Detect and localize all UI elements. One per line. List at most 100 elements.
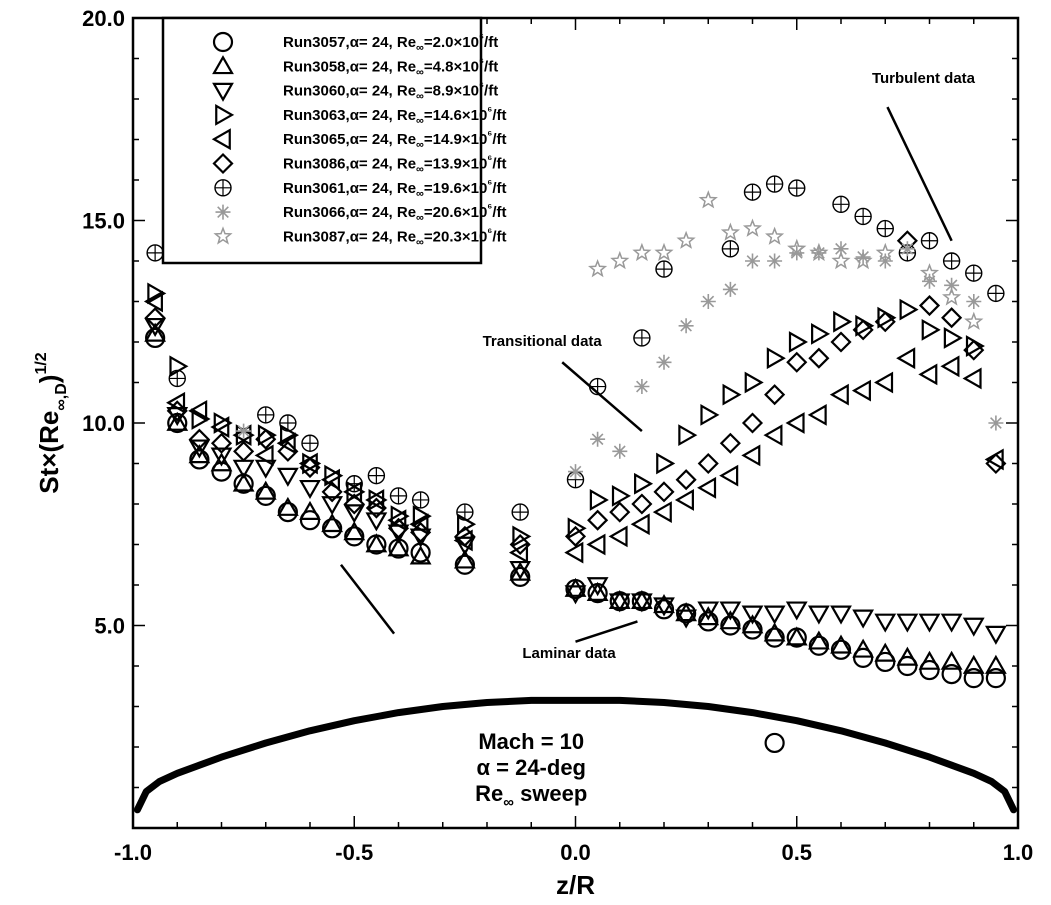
data-point (508, 541, 529, 564)
x-tick-label: 1.0 (1003, 840, 1034, 865)
annotation-leader-line (886, 106, 953, 242)
data-point (700, 404, 720, 426)
legend-entry: Run3087,α= 24, Re∞=20.3×10⁶/ft (213, 226, 507, 248)
data-point (944, 277, 960, 293)
data-point (634, 379, 650, 394)
data-point (719, 464, 739, 487)
data-point (322, 518, 343, 539)
data-point (678, 318, 694, 334)
data-point (921, 318, 941, 341)
data-point (656, 452, 676, 475)
legend-label: Run3060,α= 24, Re∞=8.9×10⁶/ft (283, 81, 498, 103)
data-point (853, 647, 874, 669)
data-point (919, 263, 940, 282)
data-point (830, 639, 852, 660)
data-point (899, 298, 919, 321)
data-point (940, 650, 963, 670)
data-point (509, 560, 532, 581)
data-point (166, 411, 189, 431)
data-point (719, 601, 742, 621)
data-point (409, 513, 429, 536)
series-2 (144, 322, 1007, 674)
data-point (279, 414, 297, 432)
data-point (655, 260, 673, 278)
data-point (721, 240, 740, 258)
data-point (764, 732, 785, 754)
data-point (785, 412, 805, 434)
data-point (807, 605, 830, 625)
legend-label: Run3066,α= 24, Re∞=20.6×10⁶/ft (283, 202, 507, 224)
data-point (509, 533, 531, 556)
data-point (875, 242, 895, 262)
data-point (741, 605, 764, 625)
data-point (808, 635, 829, 656)
data-point (409, 545, 432, 565)
data-point (785, 626, 808, 646)
legend-entry: Run3063,α= 24, Re∞=14.6×10⁶/ft (215, 104, 507, 127)
data-point (510, 566, 531, 588)
data-point (833, 310, 853, 333)
data-point (210, 447, 233, 467)
data-point (763, 622, 786, 642)
data-point (276, 432, 296, 455)
data-point (766, 347, 786, 370)
data-point (830, 331, 852, 353)
data-point (741, 614, 764, 634)
data-point (343, 504, 366, 524)
data-point (210, 452, 233, 472)
data-point (365, 512, 388, 532)
data-point (807, 404, 827, 426)
data-point (943, 327, 963, 349)
x-tick-label: -1.0 (114, 840, 152, 865)
data-point (257, 406, 275, 424)
data-point (454, 525, 476, 547)
data-point (255, 428, 277, 450)
data-point (940, 355, 960, 378)
flow-condition-line: α = 24-deg (476, 755, 586, 780)
data-point (324, 464, 344, 487)
data-point (254, 480, 277, 500)
data-point (765, 226, 785, 245)
data-point (586, 581, 609, 601)
legend-marker (212, 31, 234, 53)
data-point (918, 294, 941, 317)
data-point (785, 601, 808, 621)
y-axis-label: St×(Re∞,D)1/2 (33, 352, 70, 494)
data-point (233, 440, 255, 462)
data-point (941, 307, 963, 329)
data-point (236, 423, 252, 439)
data-point (365, 533, 388, 553)
data-point (962, 654, 985, 674)
data-point (321, 481, 343, 503)
data-point (454, 554, 475, 575)
data-point (676, 230, 696, 249)
legend-entry: Run3065,α= 24, Re∞=14.9×10⁶/ft (211, 128, 507, 151)
data-point (896, 347, 916, 370)
data-point (940, 613, 963, 633)
data-point (210, 432, 233, 454)
data-point (568, 464, 583, 480)
data-point (188, 439, 211, 459)
data-point (764, 627, 785, 648)
legend-label: Run3086,α= 24, Re∞=13.9×10⁶/ft (283, 154, 507, 176)
data-point (590, 431, 606, 447)
legend-label: Run3061,α= 24, Re∞=19.6×10⁶/ft (283, 178, 507, 200)
data-point (299, 500, 321, 520)
data-point (987, 284, 1005, 303)
data-point (564, 577, 587, 597)
data-point (829, 383, 849, 406)
data-point (387, 509, 407, 532)
data-point (453, 549, 476, 569)
data-point (965, 264, 983, 282)
data-point (896, 613, 919, 633)
data-point (232, 472, 255, 492)
data-point (630, 513, 650, 536)
data-point (875, 651, 896, 673)
data-point (899, 241, 915, 257)
data-point (963, 668, 984, 689)
data-point (321, 496, 344, 516)
data-point (564, 525, 587, 547)
legend-marker (212, 152, 234, 175)
data-point (611, 485, 631, 507)
